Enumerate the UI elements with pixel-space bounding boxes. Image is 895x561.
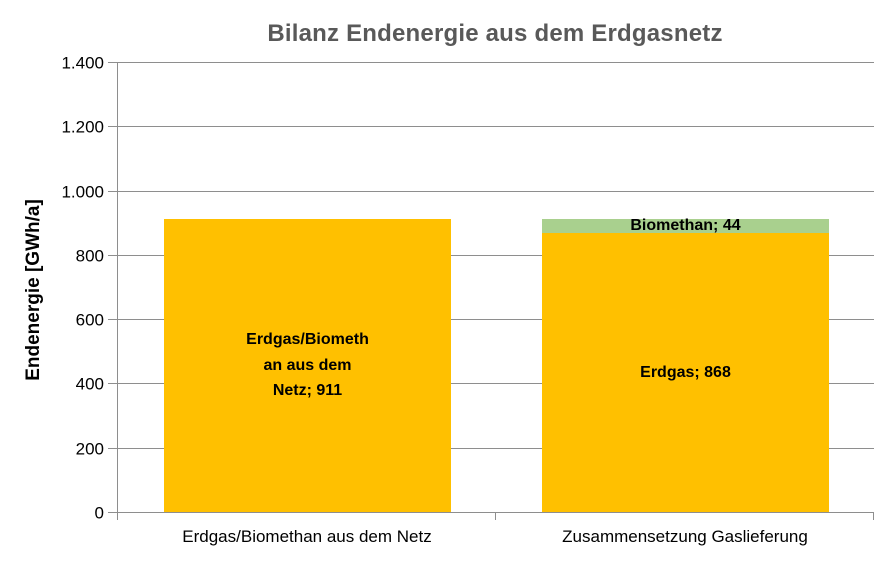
- y-tick-label: 600: [75, 310, 104, 330]
- y-tick-label: 1.000: [61, 182, 104, 202]
- bar-segment-label: Biomethan; 44: [630, 213, 740, 239]
- x-axis-tick: [873, 513, 874, 520]
- segment-label-line: Erdgas/Biometh: [246, 331, 369, 349]
- y-tick-label: 0: [94, 503, 104, 523]
- bar: Erdgas; 868 Biomethan; 44: [542, 62, 829, 512]
- bar-segment-label: Erdgas; 868: [640, 360, 731, 386]
- gridline: [118, 62, 874, 63]
- gridline: [118, 383, 874, 384]
- x-axis-tick: [495, 513, 496, 520]
- segment-label-line: Erdgas; 868: [640, 363, 731, 381]
- bar-segment: Erdgas; 868: [542, 233, 829, 512]
- bar-segment: Erdgas/Biometh an aus dem Netz; 911: [164, 219, 451, 512]
- bar-segment: Biomethan; 44: [542, 217, 829, 234]
- y-axis-title: Endenergie [GWh/a]: [23, 199, 44, 381]
- y-axis-tick: [108, 191, 117, 192]
- y-axis-tick: [108, 448, 117, 449]
- x-category-label: Zusammensetzung Gaslieferung: [562, 527, 808, 546]
- y-axis-tick: [108, 383, 117, 384]
- y-tick-label: 200: [75, 439, 104, 459]
- gridline: [118, 191, 874, 192]
- segment-label-line: an aus dem: [263, 356, 352, 374]
- bar: Erdgas/Biometh an aus dem Netz; 911: [164, 62, 451, 512]
- segment-label-line: Netz; 911: [272, 382, 343, 400]
- x-category-label: Erdgas/Biomethan aus dem Netz: [182, 527, 432, 546]
- y-axis-tick: [108, 255, 117, 256]
- gridline: [118, 319, 874, 320]
- bar-segment-label: Erdgas/Biometh an aus dem Netz; 911: [246, 327, 369, 404]
- y-tick-label: 800: [75, 246, 104, 266]
- y-tick-label: 400: [75, 374, 104, 394]
- y-axis-tick: [108, 512, 117, 513]
- y-axis-tick: [108, 126, 117, 127]
- chart-title: Bilanz Endenergie aus dem Erdgasnetz: [267, 20, 723, 47]
- y-tick-label: 1.200: [61, 117, 104, 137]
- gridline: [118, 448, 874, 449]
- y-tick-label: 1.400: [61, 53, 104, 73]
- segment-label-line: Biomethan; 44: [630, 217, 741, 235]
- y-axis-tick: [108, 62, 117, 63]
- x-axis-tick: [117, 513, 118, 520]
- y-axis-tick: [108, 319, 117, 320]
- gridline: [118, 126, 874, 127]
- gridline: [118, 255, 874, 256]
- plot-area: 0 200 400 600 800 1.000 1.200 1.400 Erdgas/Biome…: [61, 55, 874, 546]
